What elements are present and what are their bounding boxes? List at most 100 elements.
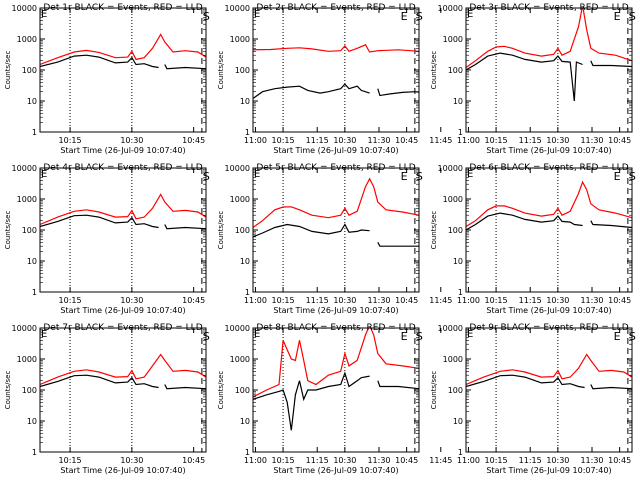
corner-e-marker: E — [467, 9, 473, 20]
marker-s: S — [203, 330, 210, 343]
x-tick-label: 10:30 — [120, 456, 143, 465]
y-tick-label: 100 — [448, 66, 463, 75]
x-axis-label: Start Time (26-Jul-09 10:07:40) — [273, 306, 398, 315]
panel-title: Det 7r BLACK = Events, RED = LLD — [43, 323, 202, 333]
events-series-segment — [164, 64, 206, 70]
x-tick-label: 11:15 — [519, 296, 542, 305]
y-tick-label: 10 — [27, 417, 37, 426]
y-tick-label: 10000 — [12, 164, 37, 173]
x-tick-label: 10:45 — [182, 296, 205, 305]
x-tick-label: 11:30 — [580, 296, 603, 305]
corner-e-marker: E — [41, 9, 47, 20]
y-tick-label: 1 — [458, 288, 463, 297]
events-series-segment — [590, 220, 632, 229]
x-axis-label: Start Time (26-Jul-09 10:07:40) — [486, 306, 611, 315]
y-tick-label: 10000 — [12, 4, 37, 13]
x-tick-label: 11:30 — [367, 456, 390, 465]
y-tick-label: 10 — [240, 417, 250, 426]
y-tick-label: 10 — [453, 257, 463, 266]
panel-3: 1 10 100 1000 10000 10:15 10:30 10:45 11:00 11:15… — [430, 3, 636, 155]
events-series-segment — [164, 384, 206, 390]
x-tick-label: 11:00 — [244, 136, 267, 145]
marker-s: S — [416, 10, 423, 23]
marker-e: E — [401, 10, 408, 23]
y-tick-label: 1000 — [17, 355, 37, 364]
lld-series — [40, 33, 206, 66]
plot-frame — [465, 167, 633, 293]
y-tick-label: 10 — [453, 417, 463, 426]
panel-9: 1 10 100 1000 10000 10:15 10:30 10:45 11:00 11:15… — [430, 323, 636, 475]
x-tick-label: 10:15 — [272, 296, 295, 305]
marker-s: S — [629, 10, 636, 23]
y-tick-label: 10000 — [438, 324, 463, 333]
plot-frame — [39, 167, 207, 293]
events-series-segment — [590, 384, 632, 390]
y-tick-label: 1 — [32, 128, 37, 137]
x-axis-label: Start Time (26-Jul-09 10:07:40) — [60, 466, 185, 475]
x-tick-label: 10:45 — [608, 456, 631, 465]
marker-e: E — [401, 170, 408, 183]
x-tick-label: 11:45 — [429, 456, 452, 465]
x-tick-label: 11:15 — [306, 136, 329, 145]
y-tick-label: 1 — [245, 128, 250, 137]
x-axis-label: Start Time (26-Jul-09 10:07:40) — [60, 306, 185, 315]
y-tick-label: 100 — [22, 226, 37, 235]
y-tick-label: 1000 — [17, 35, 37, 44]
x-tick-label: 11:30 — [367, 136, 390, 145]
y-tick-label: 100 — [448, 386, 463, 395]
x-tick-label: 10:45 — [395, 296, 418, 305]
y-tick-label: 1000 — [17, 195, 37, 204]
y-tick-label: 10000 — [438, 164, 463, 173]
x-tick-label: 10:45 — [395, 456, 418, 465]
y-tick-label: 10 — [27, 97, 37, 106]
y-tick-label: 1 — [32, 288, 37, 297]
panel-2: 1 10 100 1000 10000 10:15 10:30 10:45 11:00 11:15… — [217, 3, 621, 155]
y-axis-label: Counts/sec — [4, 211, 12, 250]
y-tick-label: 100 — [22, 386, 37, 395]
panel-7: 1 10 100 1000 10000 10:15 10:30 10:45 11:00 11:15… — [4, 323, 452, 475]
x-tick-label: 11:00 — [244, 296, 267, 305]
panel-title: Det 5r BLACK = Events, RED = LLD — [256, 163, 415, 173]
events-series — [466, 52, 583, 102]
corner-e-marker: E — [467, 169, 473, 180]
y-tick-label: 1 — [245, 288, 250, 297]
y-axis-label: Counts/sec — [430, 51, 438, 90]
y-tick-label: 10 — [453, 97, 463, 106]
corner-e-marker: E — [254, 9, 260, 20]
x-tick-label: 10:15 — [59, 456, 82, 465]
plot-frame — [39, 7, 207, 133]
y-axis-label: Counts/sec — [217, 51, 225, 90]
x-tick-label: 10:45 — [182, 136, 205, 145]
y-tick-label: 10000 — [225, 324, 250, 333]
plot-frame — [465, 327, 633, 453]
plot-frame — [465, 7, 633, 133]
x-tick-label: 10:15 — [272, 456, 295, 465]
y-axis-label: Counts/sec — [430, 211, 438, 250]
marker-s: S — [203, 10, 210, 23]
y-tick-label: 1000 — [443, 195, 463, 204]
events-series-segment — [164, 224, 206, 230]
y-tick-label: 1 — [32, 448, 37, 457]
marker-s: S — [416, 170, 423, 183]
x-tick-label: 10:30 — [546, 136, 569, 145]
plot-frame — [252, 167, 420, 293]
x-tick-label: 10:15 — [59, 136, 82, 145]
plot-frame — [252, 327, 420, 453]
marker-e: E — [614, 10, 621, 23]
panel-8: 1 10 100 1000 10000 10:15 10:30 10:45 11:00 11:15… — [217, 323, 621, 475]
x-tick-label: 11:45 — [429, 136, 452, 145]
x-tick-label: 10:15 — [272, 136, 295, 145]
y-tick-label: 10 — [240, 257, 250, 266]
marker-s: S — [629, 170, 636, 183]
x-tick-label: 11:15 — [306, 296, 329, 305]
x-tick-label: 10:45 — [608, 296, 631, 305]
x-tick-label: 10:45 — [395, 136, 418, 145]
events-series — [253, 223, 370, 238]
y-axis-label: Counts/sec — [217, 211, 225, 250]
lld-series — [40, 193, 206, 226]
events-series — [40, 54, 159, 69]
y-tick-label: 1000 — [230, 355, 250, 364]
x-tick-label: 11:00 — [457, 296, 480, 305]
x-tick-label: 10:45 — [608, 136, 631, 145]
x-tick-label: 10:30 — [333, 456, 356, 465]
